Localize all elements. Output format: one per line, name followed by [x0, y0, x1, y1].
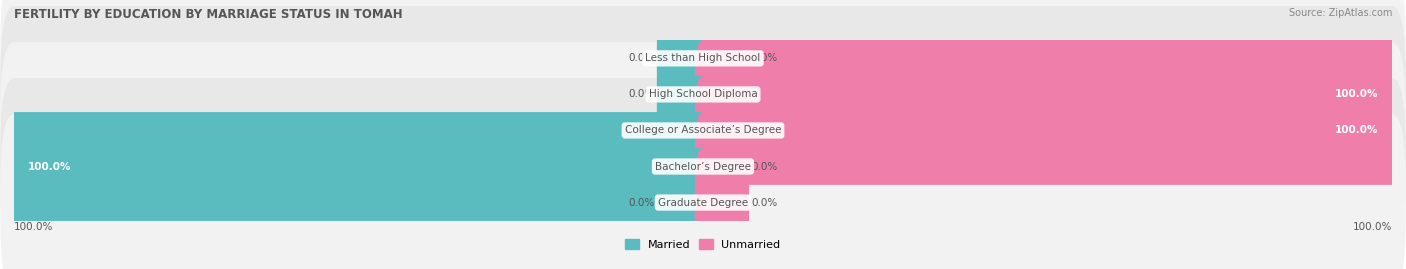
FancyBboxPatch shape — [0, 42, 1406, 219]
FancyBboxPatch shape — [657, 148, 711, 257]
Text: 0.0%: 0.0% — [751, 53, 778, 63]
FancyBboxPatch shape — [657, 76, 711, 185]
Text: FERTILITY BY EDUCATION BY MARRIAGE STATUS IN TOMAH: FERTILITY BY EDUCATION BY MARRIAGE STATU… — [14, 8, 402, 21]
FancyBboxPatch shape — [695, 76, 1400, 185]
Text: 0.0%: 0.0% — [628, 53, 655, 63]
Text: College or Associate’s Degree: College or Associate’s Degree — [624, 125, 782, 136]
Text: 100.0%: 100.0% — [1334, 125, 1378, 136]
FancyBboxPatch shape — [657, 40, 711, 149]
FancyBboxPatch shape — [657, 4, 711, 113]
FancyBboxPatch shape — [695, 112, 749, 221]
Text: 0.0%: 0.0% — [751, 197, 778, 208]
FancyBboxPatch shape — [0, 6, 1406, 183]
Text: 100.0%: 100.0% — [28, 161, 72, 172]
Text: 0.0%: 0.0% — [628, 125, 655, 136]
Legend: Married, Unmarried: Married, Unmarried — [621, 235, 785, 255]
Text: Bachelor’s Degree: Bachelor’s Degree — [655, 161, 751, 172]
Text: 0.0%: 0.0% — [628, 197, 655, 208]
Text: High School Diploma: High School Diploma — [648, 89, 758, 100]
FancyBboxPatch shape — [695, 148, 749, 257]
FancyBboxPatch shape — [0, 78, 1406, 255]
Text: Graduate Degree: Graduate Degree — [658, 197, 748, 208]
FancyBboxPatch shape — [695, 4, 749, 113]
Text: 100.0%: 100.0% — [1334, 89, 1378, 100]
FancyBboxPatch shape — [0, 114, 1406, 269]
Text: 0.0%: 0.0% — [628, 89, 655, 100]
Text: 100.0%: 100.0% — [14, 222, 53, 232]
Text: 0.0%: 0.0% — [751, 161, 778, 172]
FancyBboxPatch shape — [6, 112, 711, 221]
Text: 100.0%: 100.0% — [1353, 222, 1392, 232]
Text: Source: ZipAtlas.com: Source: ZipAtlas.com — [1288, 8, 1392, 18]
FancyBboxPatch shape — [0, 0, 1406, 147]
Text: Less than High School: Less than High School — [645, 53, 761, 63]
FancyBboxPatch shape — [695, 40, 1400, 149]
